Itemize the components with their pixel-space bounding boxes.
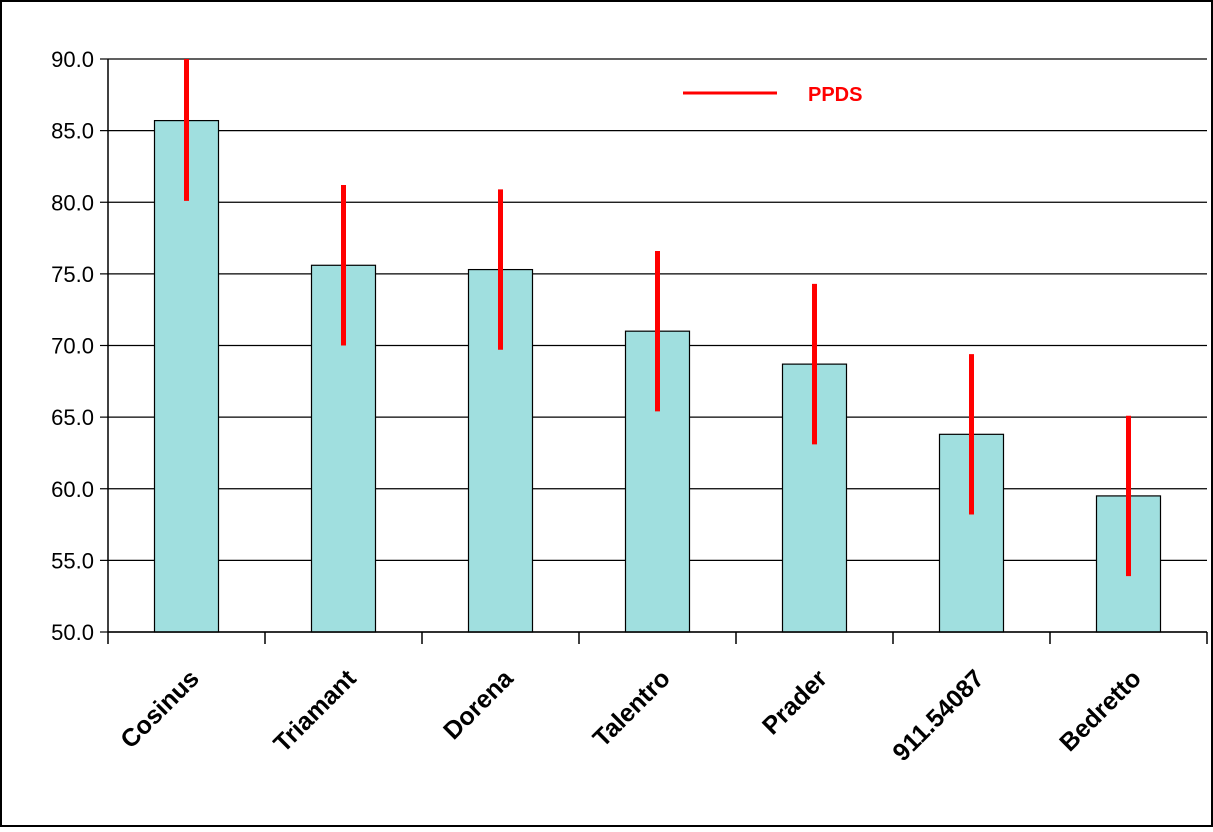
- legend-label: PPDS: [808, 84, 862, 106]
- legend: PPDS: [683, 84, 862, 106]
- axes: [100, 58, 1208, 644]
- y-tick-label: 60.0: [51, 477, 94, 502]
- y-tick-label: 55.0: [51, 548, 94, 573]
- y-tick-label: 50.0: [51, 620, 94, 645]
- y-tick-label: 85.0: [51, 119, 94, 144]
- y-tick-label: 80.0: [51, 190, 94, 215]
- y-tick-label: 75.0: [51, 262, 94, 287]
- y-tick-label: 70.0: [51, 334, 94, 359]
- y-tick-label: 65.0: [51, 405, 94, 430]
- y-tick-label: 90.0: [51, 47, 94, 72]
- y-tick-labels: 50.0 55.0 60.0 65.0 70.0 75.0 80.0 85.0 90.0: [51, 47, 94, 645]
- error-bars: [184, 59, 1131, 577]
